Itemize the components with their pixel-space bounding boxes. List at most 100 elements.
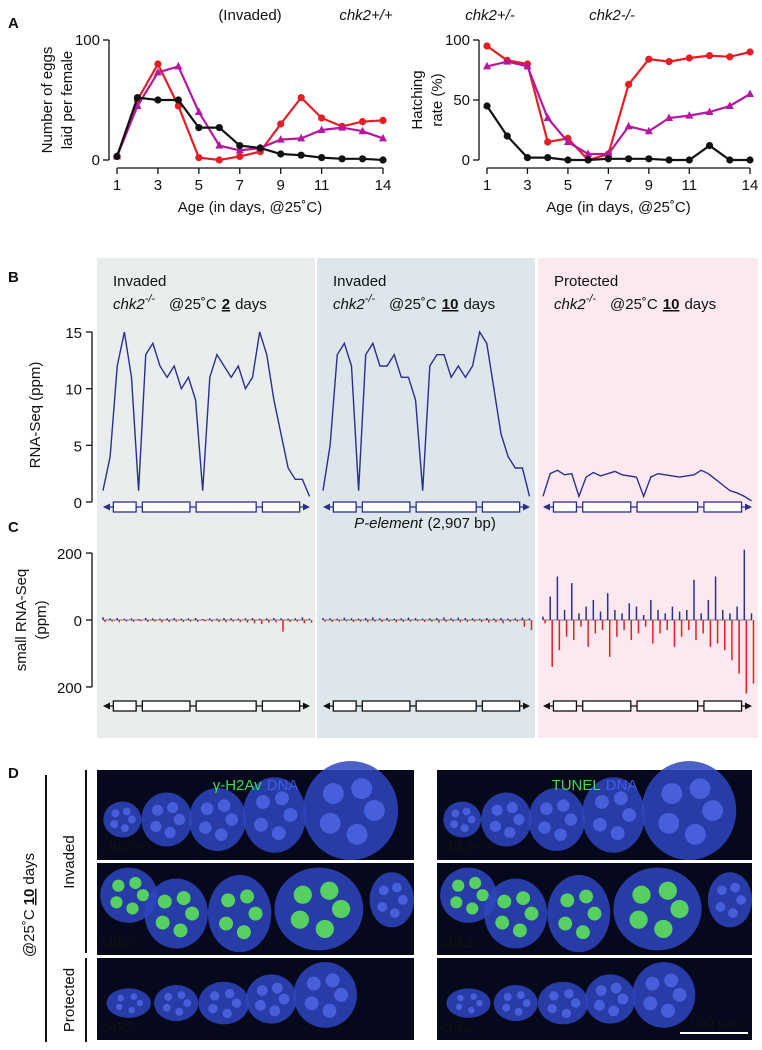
marker xyxy=(379,116,387,124)
nucleus xyxy=(502,1003,511,1012)
nucleus xyxy=(579,889,594,904)
y-tick-label: 0 xyxy=(74,495,82,512)
panel-label: A xyxy=(8,15,19,32)
egg-chamber xyxy=(537,981,589,1025)
marker xyxy=(297,133,306,142)
nucleus xyxy=(558,916,573,931)
nucleus xyxy=(389,908,400,918)
y-axis-label: Number of eggs xyxy=(39,47,56,154)
marker xyxy=(746,89,754,97)
nucleus xyxy=(684,823,706,845)
x-tick-label: 1 xyxy=(483,177,491,194)
stain-label: TUNEL DNA xyxy=(552,777,638,794)
nucleus xyxy=(643,996,658,1011)
nucleus xyxy=(248,906,263,921)
nucleus xyxy=(564,813,578,826)
nucleus xyxy=(183,999,192,1008)
nucleus xyxy=(378,885,389,896)
egg-chamber xyxy=(528,788,586,851)
temperature: @25˚C xyxy=(610,296,658,313)
marker xyxy=(563,137,572,145)
column-background xyxy=(97,258,315,738)
nucleus xyxy=(466,902,479,915)
nucleus xyxy=(173,923,188,938)
exon xyxy=(552,700,578,712)
marker xyxy=(726,156,734,164)
nucleus xyxy=(469,876,482,890)
marker xyxy=(584,156,592,164)
nucleus xyxy=(127,815,136,824)
stain: γ-H2Av xyxy=(213,777,262,794)
nucleus xyxy=(672,987,687,1002)
marker xyxy=(276,135,285,143)
nucleus xyxy=(208,1003,218,1014)
nucleus xyxy=(554,828,567,841)
egg-chamber xyxy=(154,985,199,1022)
nucleus xyxy=(658,812,680,834)
marker xyxy=(338,155,346,163)
nucleus xyxy=(236,925,251,940)
y-tick-label: 50 xyxy=(453,92,470,109)
marker xyxy=(174,96,182,104)
nucleus xyxy=(622,808,637,822)
nucleus xyxy=(155,915,170,930)
marker xyxy=(133,101,142,109)
exon xyxy=(195,700,257,712)
marker xyxy=(523,154,532,162)
temperature: @25˚C xyxy=(21,909,38,957)
exon xyxy=(582,501,632,513)
genotype-label: chk2-/- xyxy=(441,1019,487,1036)
marker xyxy=(604,149,613,157)
nucleus xyxy=(489,820,502,833)
gene-arrow xyxy=(543,503,550,511)
marker xyxy=(725,101,734,109)
nucleus xyxy=(661,1003,675,1018)
y-tick-label: 100 xyxy=(75,32,100,49)
x-tick-label: 5 xyxy=(195,177,203,194)
nucleus xyxy=(271,982,283,994)
marker xyxy=(154,96,162,104)
y-tick-label: 5 xyxy=(74,438,82,455)
exon xyxy=(582,700,632,712)
nucleus xyxy=(110,896,123,909)
nucleus xyxy=(547,1003,557,1014)
scale-label: 100 µm xyxy=(689,1015,739,1032)
stain: TUNEL xyxy=(552,777,601,794)
stain: DNA xyxy=(606,777,638,794)
days-unit: days xyxy=(235,296,267,313)
nucleus xyxy=(503,992,512,1001)
marker xyxy=(277,120,285,128)
x-tick-label: 1 xyxy=(113,177,121,194)
marker xyxy=(358,126,367,135)
stain: DNA xyxy=(267,777,299,794)
genotype-sup: -/- xyxy=(145,293,156,305)
egg-chamber xyxy=(188,788,246,851)
nucleus xyxy=(717,885,727,896)
nucleus xyxy=(455,1003,463,1011)
nucleus xyxy=(495,915,510,930)
nucleus xyxy=(516,991,525,1000)
nucleus xyxy=(225,988,235,999)
y-tick-label: 0 xyxy=(92,152,100,169)
nucleus xyxy=(306,976,321,991)
exon xyxy=(195,501,257,513)
nucleus xyxy=(283,808,298,822)
genotype-sup: -/- xyxy=(365,293,376,305)
nucleus xyxy=(217,799,231,812)
x-tick-label: 14 xyxy=(742,177,759,194)
marker xyxy=(215,156,223,164)
panel-label: D xyxy=(8,765,19,782)
x-axis-label: Age (in days, @25˚C) xyxy=(546,199,690,216)
nucleus xyxy=(524,906,539,921)
x-tick-label: 9 xyxy=(645,177,653,194)
nucleus xyxy=(256,985,268,996)
nucleus xyxy=(610,982,622,994)
panel-label: B xyxy=(8,269,19,286)
nucleus xyxy=(346,823,368,845)
nucleus xyxy=(293,885,312,904)
exon xyxy=(415,700,477,712)
gene-arrow xyxy=(523,503,530,511)
nucleus xyxy=(128,1006,135,1014)
nucleus xyxy=(715,902,726,912)
gene-arrow xyxy=(303,702,310,710)
